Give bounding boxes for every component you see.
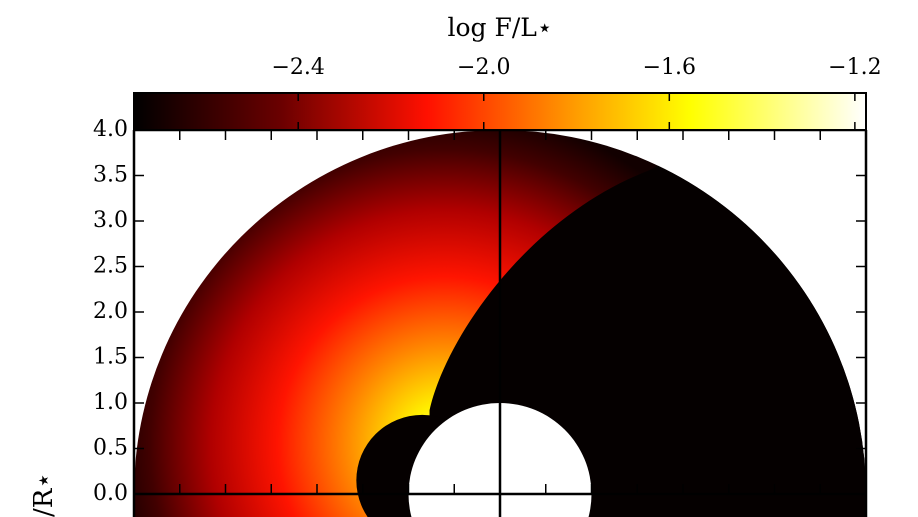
colorbar-tick-label: −2.0 [457,55,510,80]
colorbar-tick-label: −1.2 [828,55,881,80]
colorbar [133,92,867,131]
colorbar-tick-label: −1.6 [643,55,696,80]
colorbar-label: log F/L⋆ [447,13,552,42]
y-tick-label: 2.5 [93,254,128,279]
y-tick-label: 3.0 [93,208,128,233]
y-tick-label: 2.0 [93,299,128,324]
y-axis-label: /R⋆ [29,472,59,517]
y-tick-label: 1.0 [93,390,128,415]
y-tick-label: 0.5 [93,436,128,461]
y-tick-label: 4.0 [93,117,128,142]
colorbar-tick-label: −2.4 [272,55,325,80]
y-tick-label: 3.5 [93,163,128,188]
y-tick-label: 1.5 [93,345,128,370]
y-tick-label: 0.0 [93,481,128,506]
